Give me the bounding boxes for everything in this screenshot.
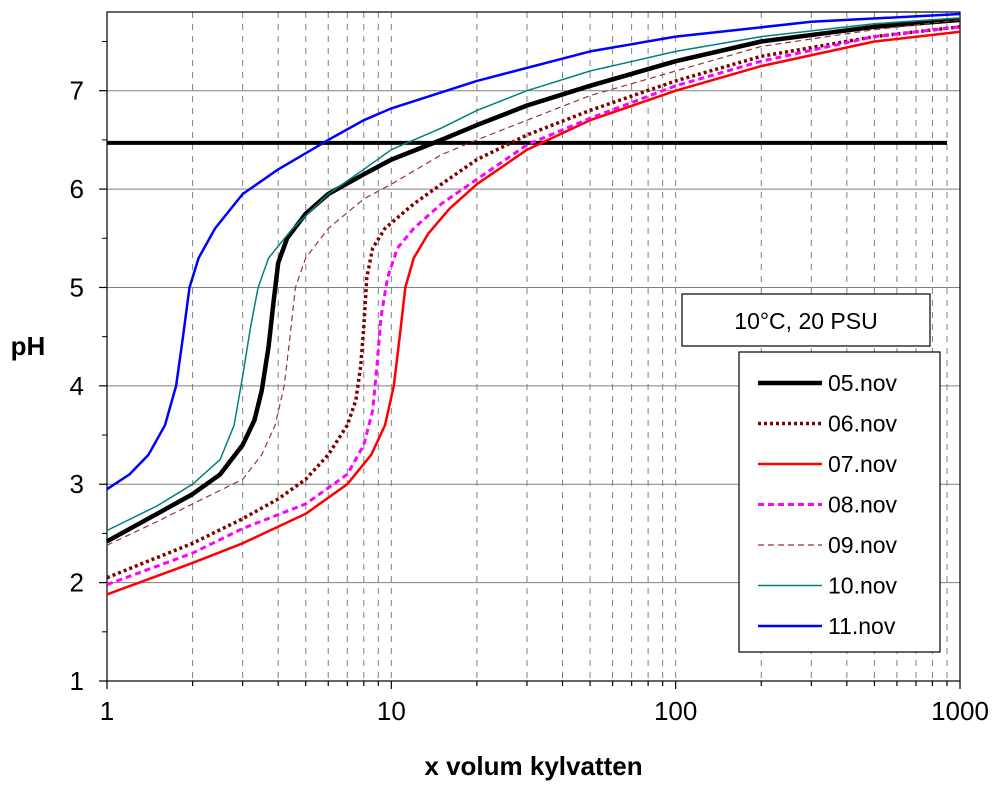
x-tick-labels: 1 10 100 1000 <box>100 696 989 726</box>
series-line-11.nov <box>106 12 961 491</box>
annotation-box: 10°C, 20 PSU <box>681 293 931 347</box>
legend-label: 07.nov <box>828 451 898 477</box>
y-tick-label: 5 <box>70 272 84 302</box>
legend-label: 05.nov <box>828 370 898 396</box>
y-tick-label: 1 <box>70 666 84 696</box>
y-tick-label: 7 <box>70 76 84 106</box>
x-tick-label: 1000 <box>931 696 989 726</box>
y-axis-title: pH <box>11 331 46 361</box>
plot-area <box>106 11 961 682</box>
annotation-text: 10°C, 20 PSU <box>734 308 877 334</box>
series-line-08.nov <box>106 25 961 587</box>
legend-label: 11.nov <box>828 613 896 639</box>
y-tick-label: 3 <box>70 469 84 499</box>
series-line-06.nov <box>106 25 961 580</box>
series-line-10.nov <box>106 17 961 532</box>
x-axis-title: x volum kylvatten <box>424 751 642 781</box>
legend-label: 06.nov <box>828 411 898 437</box>
legend-label: 10.nov <box>828 573 898 599</box>
y-tick-label: 4 <box>70 371 84 401</box>
y-tick-label: 2 <box>70 568 84 598</box>
y-tick-labels: 1 2 3 4 5 6 7 <box>70 76 84 696</box>
series-line-07.nov <box>106 30 961 596</box>
series-layer <box>105 12 961 596</box>
x-tick-label: 100 <box>654 696 697 726</box>
series-line-05.nov <box>105 17 961 544</box>
x-tick-label: 1 <box>100 696 114 726</box>
legend-label: 09.nov <box>828 532 898 558</box>
series-line-09.nov <box>106 19 961 546</box>
legend-label: 08.nov <box>828 492 898 518</box>
legend: 05.nov 06.nov 07.nov 08.nov 09.nov 10.nov 11.n… <box>738 351 941 653</box>
y-tick-label: 6 <box>70 174 84 204</box>
axis-ticks <box>99 41 961 689</box>
x-tick-label: 10 <box>377 696 406 726</box>
